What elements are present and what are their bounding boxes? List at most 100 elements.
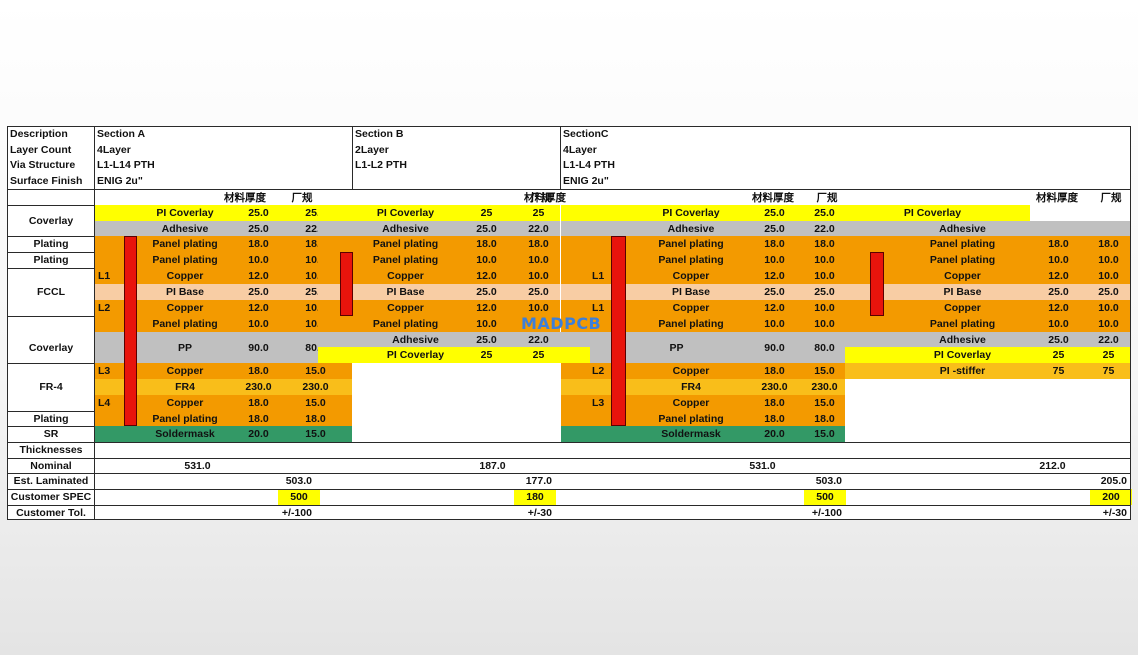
material-label: Copper — [672, 365, 710, 377]
thickness-value: 18.0 — [764, 397, 785, 409]
layer-bg — [845, 363, 1131, 379]
material-label: Soldermask — [155, 428, 215, 440]
layer-bg — [561, 363, 845, 379]
grid-line — [7, 189, 1131, 190]
layer-bg — [95, 379, 352, 395]
spec-value: 230.0 — [811, 381, 838, 393]
layer-bg — [845, 268, 1131, 284]
thickness-value: 18.0 — [248, 365, 269, 377]
nominal-value: 531.0 — [184, 459, 211, 472]
thickness-value: 18.0 — [764, 365, 785, 377]
thickness-value: 10.0 — [1048, 254, 1069, 266]
material-label: PI Coverlay — [903, 207, 962, 219]
customer-tol-value: +/-100 — [281, 506, 312, 519]
material-label: Panel plating — [658, 254, 724, 266]
col-thickness-title-0: 材料厚度 — [224, 191, 266, 204]
grid-line — [7, 442, 95, 443]
thickness-value: 10.0 — [1048, 318, 1069, 330]
material-label: Panel plating — [658, 318, 724, 330]
header-section-2: SectionC 4Layer L1-L4 PTH ENIG 2u" — [561, 127, 1131, 189]
layer-bg — [318, 284, 560, 300]
spec-value: 10.0 — [814, 254, 835, 266]
grid-line — [7, 458, 1131, 459]
grid-line — [95, 442, 1131, 443]
row-label-5: FR-4 — [39, 381, 63, 393]
thickness-value: 20.0 — [764, 428, 785, 440]
thickness-value: 75 — [1052, 365, 1065, 377]
thickness-value: 12.0 — [764, 302, 785, 314]
spec-value: 15.0 — [814, 428, 835, 440]
thickness-value: 12.0 — [476, 302, 497, 314]
grid-line — [7, 426, 95, 427]
col-spec-title-0: 厂规 — [291, 191, 313, 204]
layer-bg — [561, 379, 845, 395]
layer-tag: L1 — [592, 302, 605, 314]
layer-bg — [845, 284, 1131, 300]
layer-bg — [95, 426, 352, 442]
material-label: Soldermask — [661, 428, 721, 440]
layer-bg — [95, 316, 352, 332]
thickness-value: 25.0 — [248, 222, 269, 235]
thickness-value: 25.0 — [1048, 333, 1069, 346]
via-bar — [611, 236, 626, 426]
layer-tag: L2 — [592, 365, 605, 377]
spec-value: 22.0 — [814, 222, 835, 235]
spec-value: 18.0 — [528, 238, 549, 250]
header-line: 4Layer — [97, 143, 131, 156]
thickness-value: 25.0 — [248, 286, 269, 298]
layer-bg — [95, 284, 352, 300]
thickness-value: 25.0 — [1048, 286, 1069, 298]
customer-tol-value: +/-30 — [1102, 506, 1127, 519]
material-label: Panel plating — [372, 318, 439, 330]
row-label-12: Customer Tol. — [16, 506, 86, 519]
spec-value: 75 — [1102, 365, 1115, 377]
row-label-7: SR — [43, 428, 59, 440]
layer-bg — [318, 300, 560, 316]
layer-tag: L4 — [98, 397, 111, 409]
est-laminated-value: 503.0 — [815, 475, 842, 487]
col-spec-title-2: 厂规 — [816, 191, 838, 204]
thickness-value: 25 — [480, 207, 493, 219]
material-label: Panel plating — [929, 254, 996, 266]
layer-bg — [95, 300, 352, 316]
spec-value: 22.0 — [1098, 333, 1119, 346]
header-line: Section B — [355, 128, 404, 140]
thickness-value: 25.0 — [476, 333, 497, 346]
thickness-value: 18.0 — [476, 238, 497, 250]
layer-tag: L2 — [98, 302, 111, 314]
layer-bg — [318, 268, 560, 284]
thickness-value: 25.0 — [476, 222, 497, 235]
layer-bg — [318, 316, 560, 332]
layer-bg — [318, 205, 560, 221]
thickness-value: 12.0 — [1048, 302, 1069, 314]
layer-bg — [95, 363, 352, 379]
layer-bg — [561, 268, 845, 284]
material-label: PI Base — [943, 286, 982, 298]
via-bar — [124, 236, 137, 426]
grid-line — [1130, 126, 1131, 520]
header-line: Surface Finish — [10, 175, 83, 188]
layer-bg — [95, 221, 352, 236]
layer-tag: L3 — [592, 397, 605, 409]
material-label: Copper — [166, 397, 204, 409]
thickness-value: 25 — [480, 349, 493, 361]
layer-bg — [845, 205, 1030, 221]
customer-spec-value: 180 — [514, 489, 556, 505]
thickness-value: 10.0 — [764, 318, 785, 330]
est-laminated-value: 503.0 — [285, 475, 312, 487]
spec-value: 10.0 — [528, 270, 549, 282]
thickness-value: 90.0 — [248, 341, 269, 354]
grid-line — [94, 126, 95, 189]
material-label: Adhesive — [382, 222, 429, 235]
header-line: SectionC — [563, 128, 609, 140]
layer-bg — [95, 268, 352, 284]
grid-line — [7, 519, 1131, 520]
layer-tag: L3 — [98, 365, 111, 377]
layer-bg — [561, 252, 845, 268]
spec-value: 15.0 — [305, 365, 326, 377]
layer-bg — [561, 221, 845, 236]
spec-value: 10.0 — [1098, 270, 1119, 282]
spec-value: 15.0 — [814, 397, 835, 409]
row-label-2: Plating — [33, 254, 69, 266]
thickness-value: 10.0 — [248, 254, 269, 266]
